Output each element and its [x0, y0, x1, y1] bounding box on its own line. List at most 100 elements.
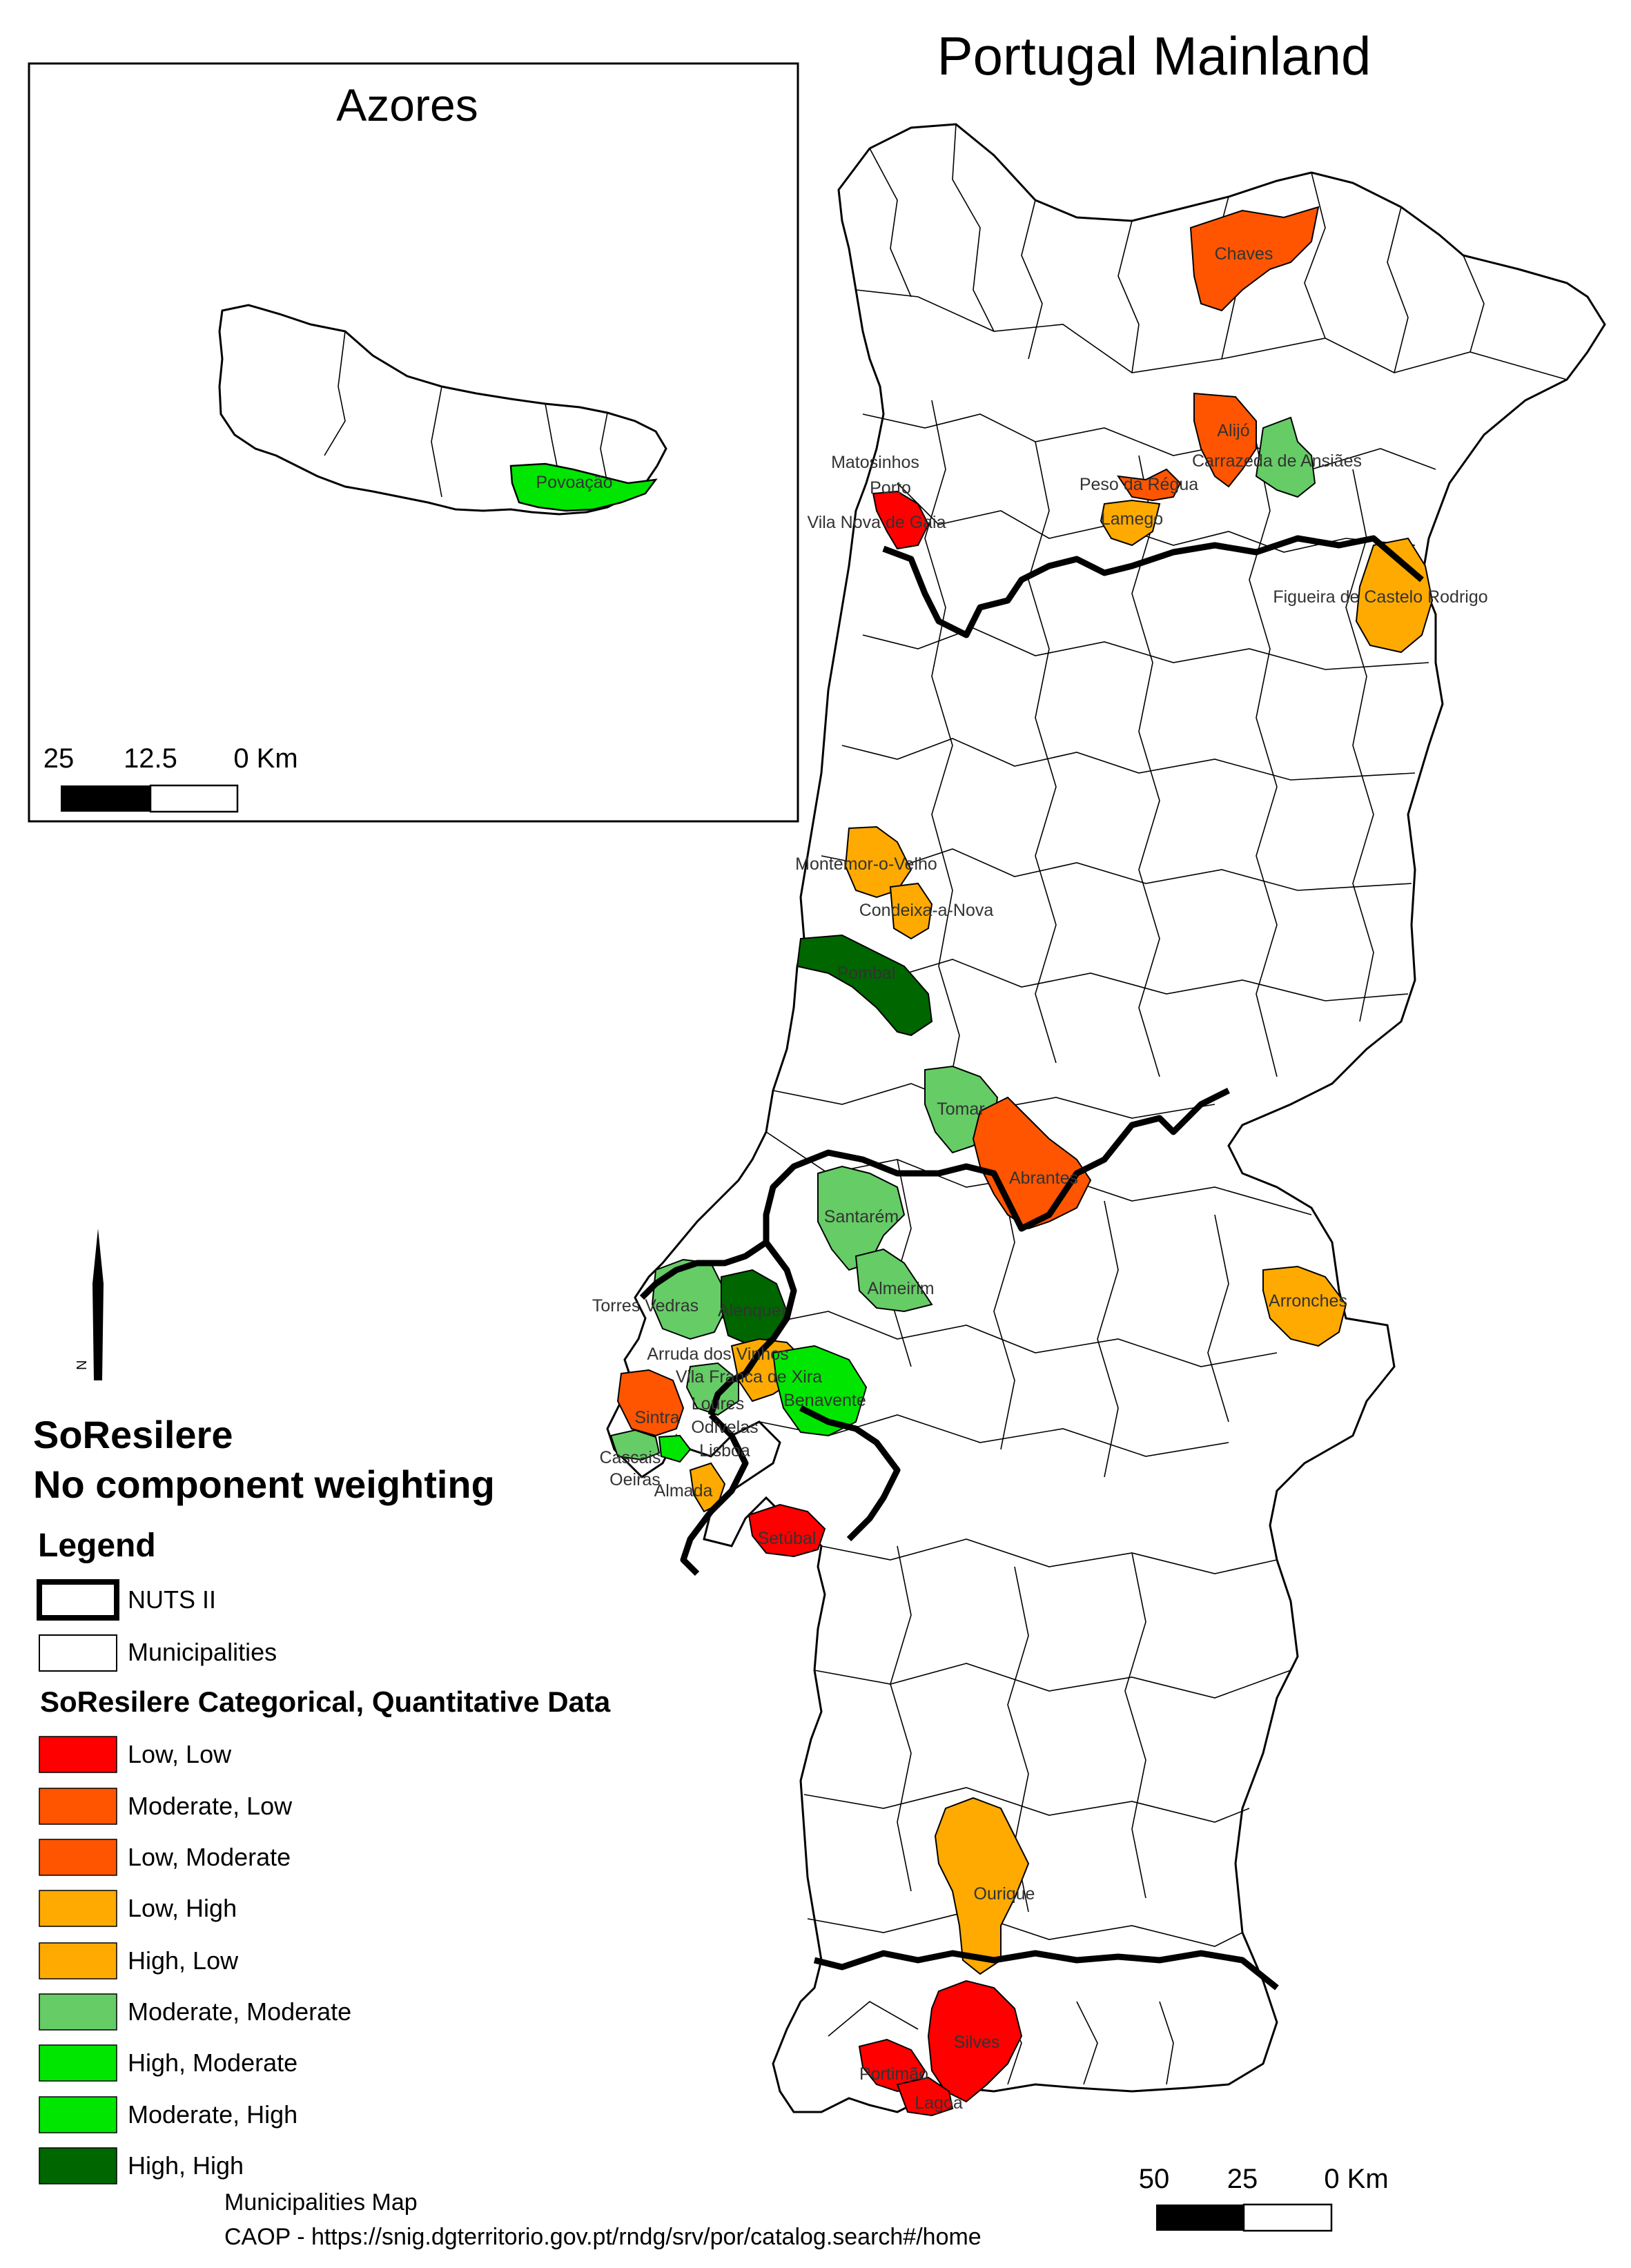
legend-label-low-high: Low, High	[128, 1894, 237, 1922]
legend-swatch-moderate-high	[39, 2096, 117, 2133]
legend-label-high-moderate: High, Moderate	[128, 2049, 297, 2077]
municipality-alijo	[1193, 392, 1257, 488]
legend-label-high-low: High, Low	[128, 1946, 239, 1975]
municipality-benavente	[772, 1345, 868, 1437]
inset-scale-label-25: 25	[43, 743, 75, 774]
legend-nuts-swatch	[37, 1579, 119, 1621]
legend: Legend NUTS II Municipalities SoResilere…	[37, 1527, 611, 2184]
municipality-almeirim	[854, 1248, 933, 1313]
legend-swatch-high-moderate	[39, 2044, 117, 2082]
nuts-ii-boundaries	[639, 535, 1424, 1991]
label-abrantes: Abrantes	[1009, 1169, 1078, 1188]
label-tomar: Tomar	[937, 1099, 984, 1119]
label-figueira-de-castelo-rodrigo: Figueira de Castelo Rodrigo	[1273, 587, 1487, 607]
label-setubal: Setúbal	[758, 1529, 817, 1548]
legend-municipalities-label: Municipalities	[128, 1638, 277, 1666]
label-odivelas: Odivelas	[691, 1418, 758, 1437]
azores-municipality-boundaries	[324, 331, 608, 498]
scale-label-0km: 0 Km	[1324, 2164, 1388, 2194]
legend-swatch-low-low	[39, 1736, 117, 1773]
municipality-lagoa	[896, 2076, 954, 2117]
label-oeiras: Oeiras	[609, 1470, 661, 1489]
label-cascais: Cascais	[600, 1448, 661, 1467]
sao-miguel-island	[218, 304, 667, 516]
legend-label-moderate-high: Moderate, High	[128, 2100, 297, 2129]
scale-bar-black	[1156, 2205, 1244, 2231]
label-povoacao: Povoação	[536, 473, 612, 492]
label-matosinhos: Matosinhos	[831, 453, 919, 472]
legend-swatch-high-high	[39, 2147, 117, 2184]
label-condeixa-a-nova: Condeixa-a-Nova	[859, 901, 994, 920]
municipality-carrazeda-de-ansiaes	[1255, 416, 1316, 498]
label-lisboa: Lisboa	[699, 1441, 750, 1460]
label-arronches: Arronches	[1269, 1291, 1347, 1311]
municipality-setubal	[748, 1503, 826, 1558]
municipality-peso-da-regua	[1116, 468, 1182, 502]
label-montemor-o-velho: Montemor-o-Velho	[795, 854, 937, 874]
legend-category-heading: SoResilere Categorical, Quantitative Dat…	[40, 1685, 611, 1718]
legend-swatch-low-high	[39, 1890, 117, 1927]
scale-label-50: 50	[1139, 2164, 1170, 2194]
legend-swatch-high-low	[39, 1942, 117, 1979]
label-lagoa: Lagoa	[915, 2093, 963, 2113]
legend-category-items: Low, Low Moderate, Low Low, Moderate Low…	[39, 1736, 351, 2184]
map-labels: Chaves Alijó Carrazeda de Ansiães Matosi…	[592, 244, 1488, 2113]
inset-scale-bar-white	[149, 784, 239, 813]
label-porto: Porto	[870, 478, 911, 498]
label-alijo: Alijó	[1217, 421, 1249, 440]
municipality-lamego	[1100, 499, 1161, 547]
municipality-cascais	[609, 1429, 661, 1461]
scale-bar-white	[1242, 2203, 1333, 2232]
label-carrazeda-de-ansiaes: Carrazeda de Ansiães	[1192, 451, 1362, 471]
municipality-condeixa-a-nova	[889, 882, 933, 940]
inset-scale-label-0km: 0 Km	[233, 743, 297, 774]
municipality-oeiras	[658, 1434, 692, 1463]
municipality-silves	[927, 1979, 1023, 2103]
municipality-chaves	[1189, 206, 1320, 312]
figure-title-line2: No component weighting	[33, 1463, 495, 1506]
label-almeirim: Almeirim	[867, 1279, 934, 1298]
municipality-loures	[685, 1362, 739, 1416]
municipality-povoacao	[509, 462, 658, 512]
label-sintra: Sintra	[634, 1408, 679, 1427]
legend-swatch-moderate-low	[39, 1788, 117, 1825]
legend-label-high-high: High, High	[128, 2151, 244, 2180]
legend-swatch-low-moderate	[39, 1839, 117, 1876]
label-alenquer: Alenquer	[718, 1301, 787, 1320]
label-ourique: Ourique	[974, 1884, 1035, 1904]
north-arrow-label: N	[75, 1360, 90, 1370]
source-line1: Municipalities Map	[224, 2189, 418, 2216]
inset-title: Azores	[336, 79, 478, 130]
municipality-sintra	[616, 1369, 685, 1437]
label-chaves: Chaves	[1215, 244, 1273, 264]
map-title: Portugal Mainland	[937, 26, 1371, 86]
legend-heading: Legend	[38, 1527, 156, 1564]
legend-label-low-moderate: Low, Moderate	[128, 1843, 291, 1871]
municipality-figueira-de-castelo-rodrigo	[1355, 537, 1434, 654]
source-line2: CAOP - https://snig.dgterritorio.gov.pt/…	[224, 2224, 981, 2250]
label-pombal: Pombal	[837, 964, 896, 983]
label-santarem: Santarém	[824, 1207, 899, 1226]
scale-label-25: 25	[1227, 2164, 1258, 2194]
legend-label-low-low: Low, Low	[128, 1740, 232, 1768]
label-vila-nova-de-gaia: Vila Nova de Gaia	[807, 513, 946, 532]
label-vila-franca-de-xira: Vila Franca de Xira	[676, 1367, 822, 1387]
legend-label-moderate-moderate: Moderate, Moderate	[128, 1997, 351, 2026]
label-portimao: Portimão	[859, 2064, 928, 2084]
scale-bar: 50 25 0 Km	[1139, 2164, 1389, 2232]
label-silves: Silves	[954, 2033, 1000, 2052]
label-loures: Loures	[692, 1394, 744, 1414]
azores-inset: Azores Povoação 25 12.5 0 Km	[28, 62, 799, 823]
municipality-pombal	[796, 934, 933, 1037]
label-torres-vedras: Torres Vedras	[592, 1296, 699, 1316]
legend-label-moderate-low: Moderate, Low	[128, 1792, 293, 1820]
label-benavente: Benavente	[783, 1391, 866, 1410]
legend-swatch-moderate-moderate	[39, 1993, 117, 2031]
inset-scale-label-12-5: 12.5	[124, 743, 177, 774]
north-arrow-shaft	[92, 1229, 104, 1380]
label-almada: Almada	[654, 1481, 713, 1500]
label-arruda-dos-vinhos: Arruda dos Vinhos	[647, 1345, 788, 1364]
inset-scale-bar-black	[61, 785, 150, 812]
figure-title-line1: SoResilere	[33, 1413, 233, 1456]
